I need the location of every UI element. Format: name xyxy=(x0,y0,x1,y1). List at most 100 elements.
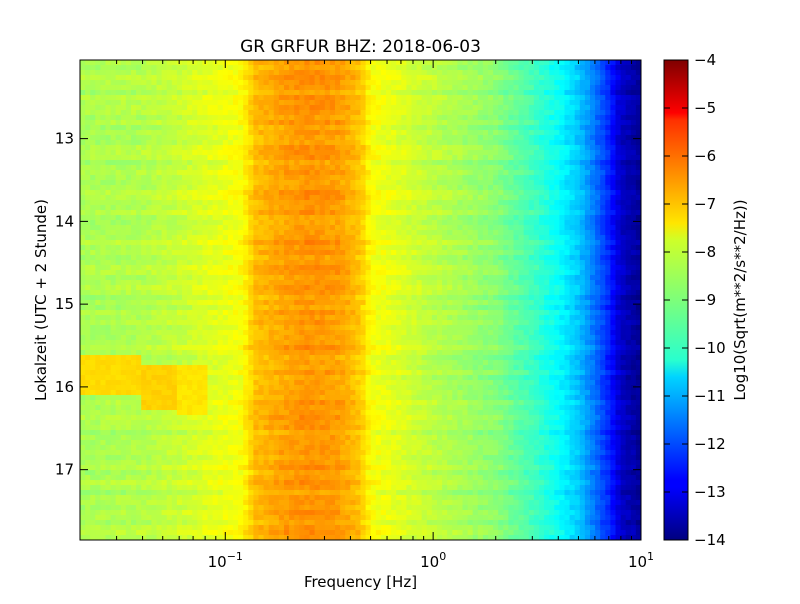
heatmap-cell xyxy=(115,485,122,491)
heatmap-cell xyxy=(146,455,152,461)
heatmap-cell xyxy=(146,315,152,321)
heatmap-cell xyxy=(95,250,101,256)
heatmap-cell xyxy=(141,305,147,311)
heatmap-cell xyxy=(212,325,219,331)
heatmap-cell xyxy=(258,485,265,491)
heatmap-cell xyxy=(105,255,112,261)
heatmap-cell xyxy=(340,355,346,361)
heatmap-cell xyxy=(284,495,290,501)
heatmap-cell xyxy=(110,195,117,201)
heatmap-cell xyxy=(120,270,127,276)
heatmap-cell xyxy=(171,505,178,511)
heatmap-cell xyxy=(268,525,275,531)
heatmap-cell xyxy=(95,320,101,326)
heatmap-cell xyxy=(227,510,234,516)
heatmap-cell xyxy=(207,305,214,311)
heatmap-cell xyxy=(136,60,142,66)
heatmap-cell xyxy=(166,185,173,191)
heatmap-cell xyxy=(166,255,173,261)
heatmap-cell xyxy=(80,480,86,486)
heatmap-cell xyxy=(197,80,203,86)
heatmap-cell xyxy=(176,180,183,186)
heatmap-cell xyxy=(125,220,132,226)
heatmap-cell xyxy=(90,410,96,416)
heatmap-cell xyxy=(197,410,203,416)
heatmap-cell xyxy=(131,300,137,306)
heatmap-cell xyxy=(294,70,300,76)
heatmap-cell xyxy=(258,530,265,536)
heatmap-cell xyxy=(192,290,198,296)
heatmap-cell xyxy=(233,350,239,356)
heatmap-cell xyxy=(258,360,265,366)
heatmap-cell xyxy=(309,130,316,136)
heatmap-cell xyxy=(227,460,234,466)
heatmap-cell xyxy=(278,525,285,531)
heatmap-cell xyxy=(187,110,193,116)
heatmap-cell xyxy=(243,460,249,466)
heatmap-cell xyxy=(268,205,275,211)
heatmap-cell xyxy=(187,240,193,246)
heatmap-cell xyxy=(273,535,280,540)
heatmap-cell xyxy=(171,535,178,540)
heatmap-cell xyxy=(233,405,239,411)
heatmap-cell xyxy=(324,290,331,296)
heatmap-cell xyxy=(110,410,117,416)
heatmap-cell xyxy=(125,250,132,256)
heatmap-cell xyxy=(294,115,300,121)
heatmap-cell xyxy=(329,95,336,101)
heatmap-cell xyxy=(329,535,336,540)
heatmap-cell xyxy=(110,375,117,381)
heatmap-cell xyxy=(217,505,224,511)
heatmap-cell xyxy=(294,75,300,81)
heatmap-cell xyxy=(329,115,336,121)
heatmap-cell xyxy=(100,520,107,526)
heatmap-cell xyxy=(222,285,229,291)
heatmap-cell xyxy=(120,365,127,371)
heatmap-cell xyxy=(243,80,249,86)
heatmap-cell xyxy=(100,325,107,331)
heatmap-cell xyxy=(253,480,260,486)
heatmap-cell xyxy=(125,505,132,511)
heatmap-cell xyxy=(304,245,311,251)
heatmap-cell xyxy=(110,430,117,436)
heatmap-cell xyxy=(156,470,163,476)
heatmap-cell xyxy=(141,270,147,276)
heatmap-cell xyxy=(304,75,311,81)
heatmap-cell xyxy=(263,165,270,171)
heatmap-cell xyxy=(212,110,219,116)
heatmap-cell xyxy=(156,350,163,356)
heatmap-cell xyxy=(171,490,178,496)
heatmap-cell xyxy=(304,260,311,266)
heatmap-cell xyxy=(217,185,224,191)
heatmap-cell xyxy=(182,225,188,231)
heatmap-cell xyxy=(207,160,214,166)
heatmap-cell xyxy=(187,60,193,66)
heatmap-cell xyxy=(197,405,203,411)
heatmap-cell xyxy=(146,515,152,521)
heatmap-cell xyxy=(324,330,331,336)
heatmap-cell xyxy=(136,100,142,106)
heatmap-cell xyxy=(289,155,295,161)
heatmap-cell xyxy=(187,405,193,411)
heatmap-cell xyxy=(319,455,326,461)
heatmap-cell xyxy=(202,235,209,241)
heatmap-cell xyxy=(335,90,341,96)
heatmap-cell xyxy=(222,255,229,261)
heatmap-cell xyxy=(268,375,275,381)
heatmap-cell xyxy=(268,275,275,281)
heatmap-cell xyxy=(156,480,163,486)
heatmap-cell xyxy=(197,160,203,166)
heatmap-cell xyxy=(187,195,193,201)
heatmap-cell xyxy=(197,385,203,391)
heatmap-cell xyxy=(187,375,193,381)
heatmap-cell xyxy=(85,400,91,406)
heatmap-cell xyxy=(161,535,168,540)
heatmap-cell xyxy=(329,520,336,526)
heatmap-cell xyxy=(161,100,168,106)
heatmap-cell xyxy=(248,110,254,116)
heatmap-cell xyxy=(131,225,137,231)
heatmap-cell xyxy=(324,265,331,271)
heatmap-cell xyxy=(192,365,198,371)
heatmap-cell xyxy=(80,245,86,251)
heatmap-cell xyxy=(192,505,198,511)
